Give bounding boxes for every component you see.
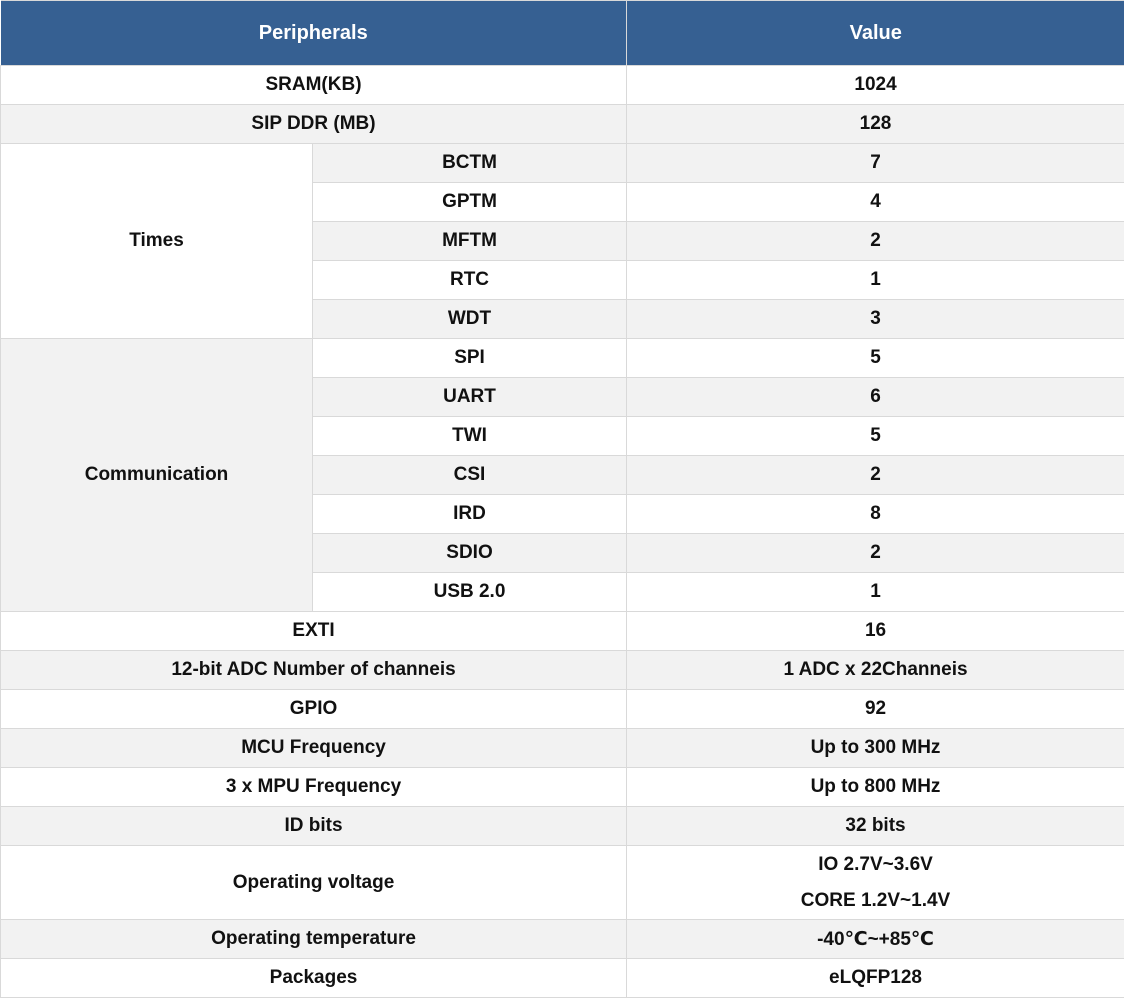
value-cell: 1024 <box>627 66 1124 105</box>
column-header-peripherals: Peripherals <box>1 1 627 66</box>
value-cell: 2 <box>627 456 1124 495</box>
value-cell: 2 <box>627 534 1124 573</box>
peripheral-sublabel-cell: SDIO <box>313 534 627 573</box>
value-cell: 5 <box>627 339 1124 378</box>
peripheral-sublabel-cell: SPI <box>313 339 627 378</box>
peripheral-label-cell: SIP DDR (MB) <box>1 105 627 144</box>
value-cell: eLQFP128 <box>627 959 1124 998</box>
value-cell: -40℃~+85℃ <box>627 920 1124 959</box>
peripheral-label-cell: 3 x MPU Frequency <box>1 768 627 807</box>
peripheral-sublabel-cell: USB 2.0 <box>313 573 627 612</box>
value-cell: 2 <box>627 222 1124 261</box>
value-line: CORE 1.2V~1.4V <box>633 883 1118 919</box>
peripheral-label-cell: EXTI <box>1 612 627 651</box>
peripheral-label-cell: Packages <box>1 959 627 998</box>
peripheral-sublabel-cell: MFTM <box>313 222 627 261</box>
table-header-row: Peripherals Value <box>1 1 1124 66</box>
value-cell: 4 <box>627 183 1124 222</box>
table-row: SRAM(KB)1024 <box>1 66 1124 105</box>
value-cell: 16 <box>627 612 1124 651</box>
peripheral-label-cell: GPIO <box>1 690 627 729</box>
value-line: IO 2.7V~3.6V <box>633 847 1118 883</box>
value-cell: 6 <box>627 378 1124 417</box>
peripheral-sublabel-cell: CSI <box>313 456 627 495</box>
value-cell: 92 <box>627 690 1124 729</box>
peripheral-label-cell: SRAM(KB) <box>1 66 627 105</box>
peripheral-sublabel-cell: BCTM <box>313 144 627 183</box>
value-cell: 1 ADC x 22Channeis <box>627 651 1124 690</box>
peripheral-sublabel-cell: GPTM <box>313 183 627 222</box>
value-cell: 7 <box>627 144 1124 183</box>
column-header-value: Value <box>627 1 1124 66</box>
value-cell: 1 <box>627 573 1124 612</box>
value-cell: 5 <box>627 417 1124 456</box>
peripheral-label-cell: Operating voltage <box>1 846 627 920</box>
value-cell: 3 <box>627 300 1124 339</box>
peripheral-label-cell: 12-bit ADC Number of channeis <box>1 651 627 690</box>
peripheral-label-cell: Operating temperature <box>1 920 627 959</box>
group-label-cell: Times <box>1 144 313 339</box>
table-row: SIP DDR (MB)128 <box>1 105 1124 144</box>
value-cell: 32 bits <box>627 807 1124 846</box>
value-cell: Up to 300 MHz <box>627 729 1124 768</box>
value-cell: 128 <box>627 105 1124 144</box>
peripheral-sublabel-cell: TWI <box>313 417 627 456</box>
value-cell: 1 <box>627 261 1124 300</box>
peripheral-sublabel-cell: IRD <box>313 495 627 534</box>
peripheral-label-cell: MCU Frequency <box>1 729 627 768</box>
peripheral-label-cell: ID bits <box>1 807 627 846</box>
value-cell: Up to 800 MHz <box>627 768 1124 807</box>
peripheral-sublabel-cell: UART <box>313 378 627 417</box>
peripheral-sublabel-cell: WDT <box>313 300 627 339</box>
group-label-cell: Communication <box>1 339 313 612</box>
value-cell: 8 <box>627 495 1124 534</box>
peripheral-sublabel-cell: RTC <box>313 261 627 300</box>
table-row: Operating temperature-40℃~+85℃ <box>1 920 1124 959</box>
